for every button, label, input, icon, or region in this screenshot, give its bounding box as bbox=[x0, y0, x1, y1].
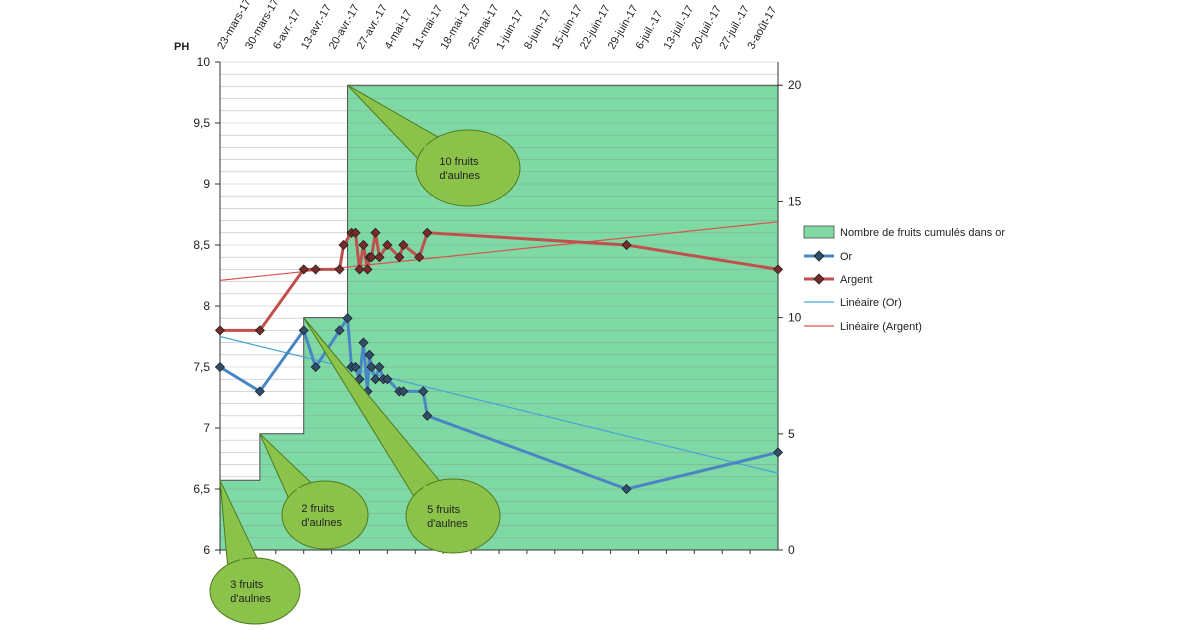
y2-tick-label: 15 bbox=[788, 194, 802, 208]
callout-c5: 5 fruits d'aulnes bbox=[303, 317, 501, 554]
callout-bubble bbox=[405, 478, 501, 554]
legend-marker bbox=[813, 273, 825, 285]
data-point bbox=[366, 252, 377, 263]
data-point bbox=[354, 264, 365, 275]
series-line bbox=[220, 231, 779, 332]
data-point bbox=[382, 374, 393, 385]
data-point bbox=[254, 386, 265, 397]
y2-tick-label: 0 bbox=[788, 543, 795, 557]
data-point bbox=[621, 239, 632, 251]
legend-marker bbox=[813, 250, 825, 262]
callout-c3: 3 fruits d'aulnes bbox=[209, 480, 301, 625]
callout-joint bbox=[231, 558, 257, 570]
data-point bbox=[350, 361, 361, 373]
callout-c2: 2 fruits d'aulnes bbox=[259, 433, 369, 550]
legend-item: Linéaire (Or) bbox=[804, 297, 902, 309]
legend-item: Nombre de fruits cumulés dans or bbox=[803, 225, 1005, 239]
data-point bbox=[342, 313, 353, 324]
callout-c10: 10 fruits d'aulnes bbox=[347, 84, 521, 207]
y-tick-label: 6,5 bbox=[193, 482, 210, 496]
data-point bbox=[398, 239, 409, 251]
y-tick-label: 10 bbox=[197, 55, 211, 69]
legend-swatch bbox=[803, 225, 835, 239]
y-axis-label: PH bbox=[174, 41, 189, 53]
data-point bbox=[334, 325, 345, 336]
data-point bbox=[422, 410, 433, 421]
data-point bbox=[370, 227, 381, 238]
callout-text: 5 fruits bbox=[427, 504, 461, 516]
y2-tick-label: 5 bbox=[788, 427, 795, 441]
y2-tick-label: 20 bbox=[788, 78, 802, 92]
y-tick-label: 8 bbox=[203, 299, 210, 313]
callout-joint bbox=[423, 141, 442, 161]
data-point bbox=[422, 227, 433, 238]
data-point bbox=[398, 386, 409, 397]
x-tick-label: 1-juin-17 bbox=[494, 8, 526, 51]
legend-label: Linéaire (Argent) bbox=[840, 321, 922, 333]
y-tick-label: 7 bbox=[203, 421, 210, 435]
data-point bbox=[334, 264, 345, 275]
data-point bbox=[374, 252, 385, 263]
data-point bbox=[621, 483, 632, 495]
data-point bbox=[254, 325, 265, 336]
data-point bbox=[350, 227, 361, 238]
legend-item: Or bbox=[804, 250, 853, 263]
data-point bbox=[214, 361, 226, 373]
legend-item: Argent bbox=[804, 273, 872, 286]
callout-text: 3 fruits bbox=[230, 579, 264, 591]
data-point bbox=[772, 447, 784, 458]
callout-bubble bbox=[415, 129, 521, 207]
data-point bbox=[382, 239, 393, 251]
legend-label: Argent bbox=[840, 274, 872, 286]
data-point bbox=[374, 361, 385, 373]
callout-bubble bbox=[209, 557, 301, 625]
data-point bbox=[214, 325, 226, 336]
data-point bbox=[418, 386, 429, 397]
callout-text: d'aulnes bbox=[427, 518, 468, 530]
callout-text: d'aulnes bbox=[230, 593, 271, 605]
y-tick-label: 7,5 bbox=[193, 360, 210, 374]
data-point bbox=[362, 264, 373, 275]
y-tick-label: 6 bbox=[203, 543, 210, 557]
callout-joint bbox=[418, 485, 442, 500]
data-point bbox=[370, 374, 381, 385]
y-tick-label: 9,5 bbox=[193, 116, 210, 130]
legend-label: Or bbox=[840, 251, 853, 263]
data-point bbox=[366, 361, 377, 373]
y2-tick-label: 10 bbox=[788, 311, 802, 325]
data-point bbox=[364, 349, 375, 360]
legend: Nombre de fruits cumulés dans or Or Argent… bbox=[803, 225, 1005, 333]
data-point bbox=[358, 239, 369, 251]
y-tick-label: 8,5 bbox=[193, 238, 210, 252]
data-point bbox=[338, 239, 349, 251]
data-point bbox=[298, 264, 309, 275]
legend-label: Linéaire (Or) bbox=[840, 297, 902, 309]
data-point bbox=[414, 252, 425, 263]
callout-text: d'aulnes bbox=[439, 170, 480, 182]
callout-text: d'aulnes bbox=[301, 517, 342, 529]
x-tick-label: 8-juin-17 bbox=[522, 8, 554, 51]
legend-label: Nombre de fruits cumulés dans or bbox=[840, 227, 1005, 239]
line-series bbox=[214, 227, 784, 495]
data-point bbox=[394, 252, 405, 263]
x-tick-label: 6-juil.-17 bbox=[634, 9, 665, 52]
data-point bbox=[772, 264, 784, 275]
callout-text: 10 fruits bbox=[439, 156, 479, 168]
legend-item: Linéaire (Argent) bbox=[804, 321, 922, 333]
callout-text: 2 fruits bbox=[301, 503, 335, 515]
data-point bbox=[358, 337, 369, 348]
y-tick-label: 9 bbox=[203, 177, 210, 191]
callout-bubble bbox=[281, 480, 369, 550]
data-point bbox=[310, 361, 321, 373]
data-point bbox=[298, 325, 309, 336]
data-point bbox=[310, 264, 321, 275]
callout-joint bbox=[293, 487, 314, 501]
